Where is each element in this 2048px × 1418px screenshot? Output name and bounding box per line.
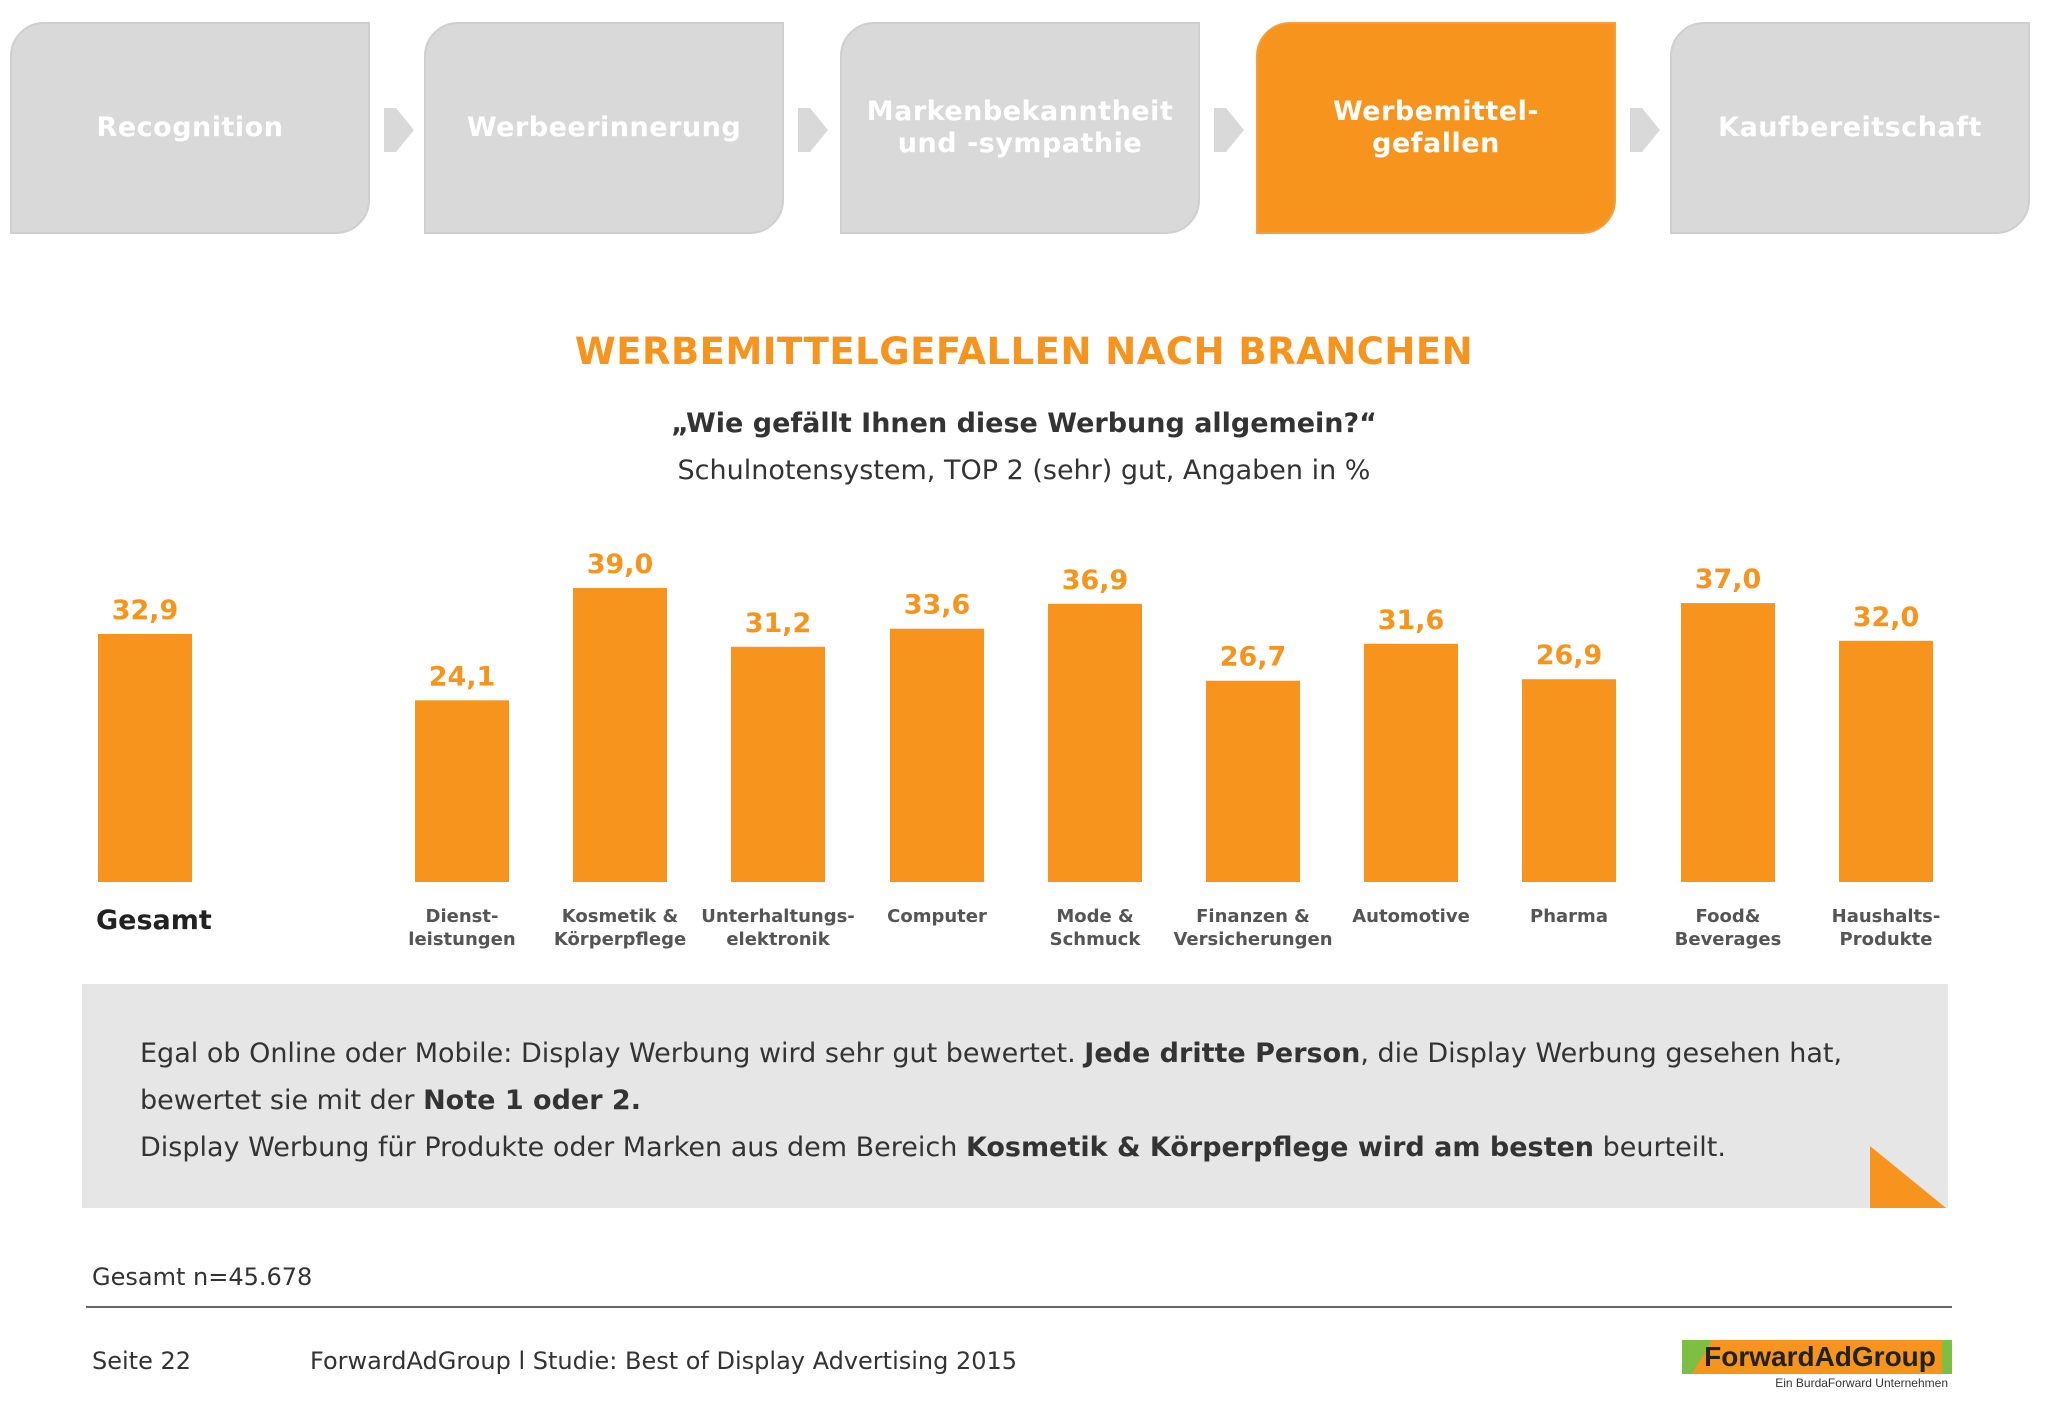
info-text-bold: Note 1 oder 2. xyxy=(423,1085,641,1116)
bar xyxy=(1206,680,1300,882)
bar-value-label: 32,0 xyxy=(1853,602,1920,633)
logo-name: ForwardAdGroup xyxy=(1704,1341,1936,1372)
bar-value-label: 26,7 xyxy=(1220,642,1287,673)
sample-size: Gesamt n=45.678 xyxy=(92,1263,313,1291)
bar xyxy=(415,700,509,882)
info-text: Egal ob Online oder Mobile: Display Werb… xyxy=(140,1030,1920,1171)
category-label: Pharma xyxy=(1530,906,1608,927)
category-label: Körperpflege xyxy=(554,929,686,950)
info-line-2: bewertet sie mit der Note 1 oder 2. xyxy=(140,1077,1920,1124)
step-werbeerinnerung: Werbeerinnerung xyxy=(424,22,784,234)
category-label: Produkte xyxy=(1840,929,1933,950)
bar-value-label: 37,0 xyxy=(1695,564,1762,595)
step-arrow-icon xyxy=(1214,108,1244,152)
bar xyxy=(1364,643,1458,882)
step-werbemittelgefallen: Werbemittel- gefallen xyxy=(1256,22,1616,234)
bar-value-label: 31,2 xyxy=(745,608,812,639)
forwardadgroup-logo: ForwardAdGroup Ein BurdaForward Unterneh… xyxy=(1682,1340,1952,1392)
category-label: Finanzen & xyxy=(1196,906,1310,927)
step-kaufbereitschaft: Kaufbereitschaft xyxy=(1670,22,2030,234)
step-arrow-icon xyxy=(798,108,828,152)
category-label: Dienst- xyxy=(426,906,499,927)
chart-note: Schulnotensystem, TOP 2 (sehr) gut, Anga… xyxy=(677,455,1371,486)
info-line-1: Egal ob Online oder Mobile: Display Werb… xyxy=(140,1030,1920,1077)
bar-chart: 32,9 Gesamt 24,1 Dienst-leistungen 39,0 Kosme… xyxy=(0,520,2048,960)
category-label: Versicherungen xyxy=(1173,929,1332,950)
category-label: Haushalts- xyxy=(1832,906,1941,927)
category-label: Automotive xyxy=(1352,906,1470,927)
bar xyxy=(1048,603,1142,882)
category-label: leistungen xyxy=(408,929,515,950)
info-text-bold: Jede dritte Person xyxy=(1084,1038,1361,1069)
info-text-segment: bewertet sie mit der xyxy=(140,1085,424,1116)
category-label: Kosmetik & xyxy=(562,906,678,927)
info-text-segment: beurteilt. xyxy=(1594,1132,1726,1163)
category-label: Mode & xyxy=(1056,906,1133,927)
study-source: ForwardAdGroup l Studie: Best of Display… xyxy=(310,1347,1018,1375)
info-box: Egal ob Online oder Mobile: Display Werb… xyxy=(82,984,1948,1208)
info-text-segment: , die Display Werbung gesehen hat, xyxy=(1360,1038,1843,1069)
bar xyxy=(1839,640,1933,882)
bar-value-label: 36,9 xyxy=(1062,565,1129,596)
logo-accent xyxy=(1692,1340,1942,1374)
footer-divider xyxy=(86,1306,1952,1308)
info-text-bold: Kosmetik & Körperpflege wird am besten xyxy=(965,1132,1595,1163)
info-text-segment: Egal ob Online oder Mobile: Display Werb… xyxy=(140,1038,1085,1069)
step-arrow-icon xyxy=(1630,108,1660,152)
bar xyxy=(890,628,984,882)
chart-question: „Wie gefällt Ihnen diese Werbung allgeme… xyxy=(671,408,1377,439)
bar xyxy=(1522,679,1616,882)
category-label: Unterhaltungs- xyxy=(701,906,855,927)
corner-accent xyxy=(1870,1146,1946,1208)
bar-value-label: 31,6 xyxy=(1378,605,1445,636)
bar xyxy=(731,646,825,882)
bar-value-label: 39,0 xyxy=(587,549,654,580)
bar xyxy=(98,634,192,882)
step-arrow-icon xyxy=(384,108,414,152)
info-line-3: Display Werbung für Produkte oder Marken… xyxy=(140,1124,1920,1171)
bar-value-label: 32,9 xyxy=(112,595,179,626)
bar xyxy=(573,588,667,882)
step-recognition: Recognition xyxy=(10,22,370,234)
category-label: elektronik xyxy=(726,929,830,950)
bar-chart-svg: 32,9 Gesamt 24,1 Dienst-leistungen 39,0 Kosme… xyxy=(96,549,1941,950)
category-label: Food& xyxy=(1696,906,1761,927)
logo-background xyxy=(1682,1340,1952,1374)
category-label: Schmuck xyxy=(1050,929,1142,950)
bar-value-label: 33,6 xyxy=(904,590,971,621)
chart-title: WERBEMITTELGEFALLEN NACH BRANCHEN xyxy=(574,330,1474,373)
bar-value-label: 24,1 xyxy=(429,661,496,692)
bar xyxy=(1681,603,1775,882)
page-number: Seite 22 xyxy=(92,1347,192,1375)
category-label: Gesamt xyxy=(96,905,212,936)
bar-value-label: 26,9 xyxy=(1536,640,1603,671)
step-markenbekanntheit: Markenbekanntheit und -sympathie xyxy=(840,22,1200,234)
process-steps: Recognition Werbeerinnerung Markenbekann… xyxy=(0,0,2048,250)
category-label: Beverages xyxy=(1675,929,1782,950)
logo-subline: Ein BurdaForward Unternehmen xyxy=(1775,1376,1948,1390)
info-text-segment: Display Werbung für Produkte oder Marken… xyxy=(140,1132,966,1163)
category-label: Computer xyxy=(887,906,987,927)
